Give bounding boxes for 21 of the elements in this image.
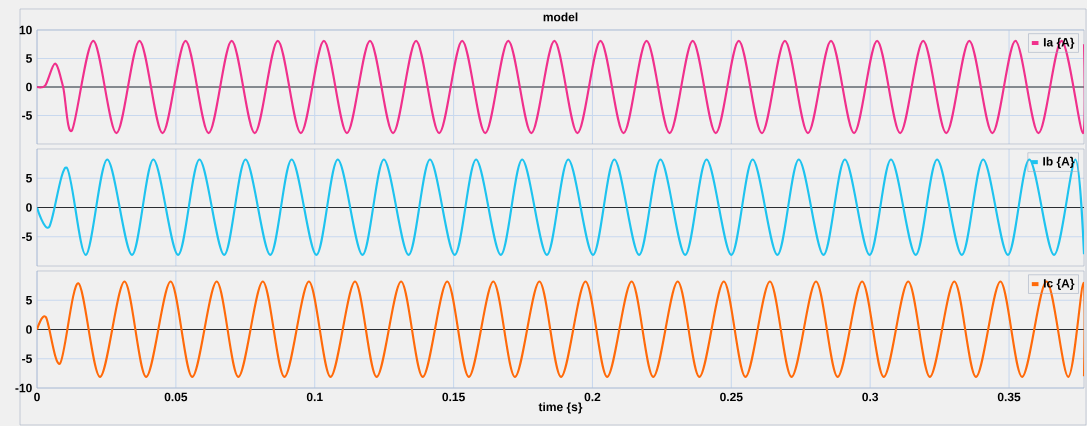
y-tick-label: -5 bbox=[22, 354, 32, 363]
y-tick-label: 10 bbox=[19, 25, 32, 35]
y-tick-label: 5 bbox=[26, 296, 32, 305]
x-tick-label: 0.2 bbox=[584, 392, 601, 402]
x-tick-label: 0.05 bbox=[164, 392, 188, 402]
y-tick-label: 5 bbox=[26, 54, 32, 63]
y-tick-label: 0 bbox=[26, 82, 32, 92]
y-tick-label: 0 bbox=[26, 325, 32, 334]
x-tick-label: 0.35 bbox=[997, 392, 1021, 402]
x-tick-label: 0.25 bbox=[720, 392, 743, 402]
x-tick-label: 0 bbox=[34, 392, 40, 402]
y-tick-label: -5 bbox=[22, 111, 32, 120]
x-axis-title: time {s} bbox=[538, 402, 583, 414]
x-tick-label: 0.3 bbox=[862, 392, 879, 402]
x-tick-label: 0.1 bbox=[306, 392, 323, 402]
y-tick-label: -10 bbox=[15, 383, 32, 393]
chart-title: model bbox=[543, 12, 578, 22]
y-tick-label: 0 bbox=[26, 203, 32, 212]
y-tick-label: 5 bbox=[26, 174, 32, 183]
y-tick-label: -5 bbox=[22, 232, 32, 241]
x-tick-label: 0.15 bbox=[442, 392, 465, 402]
